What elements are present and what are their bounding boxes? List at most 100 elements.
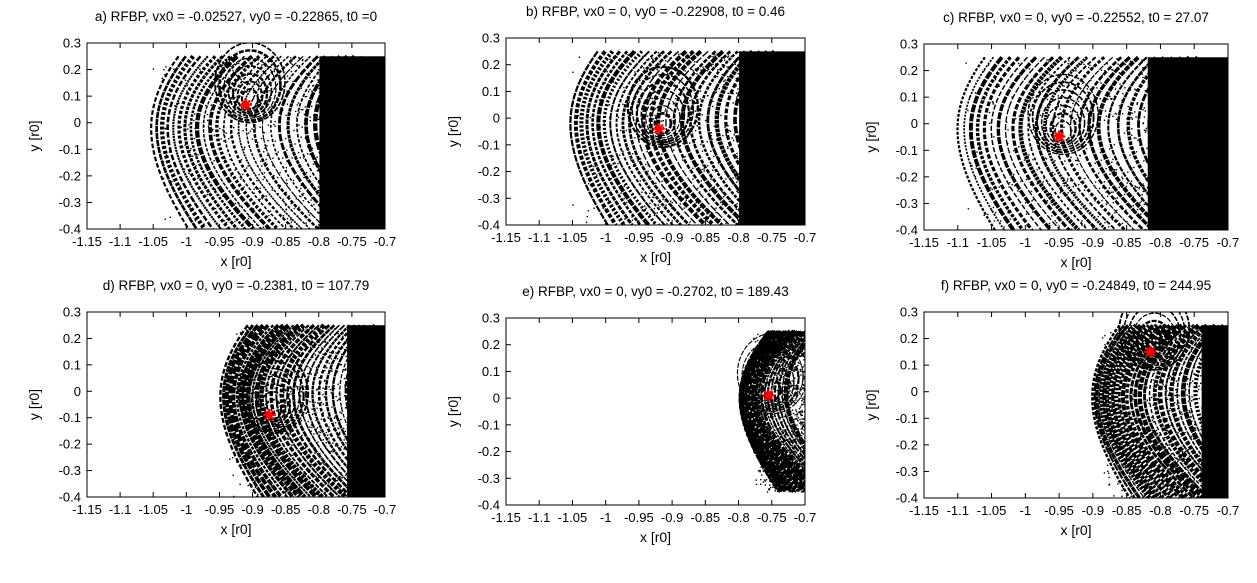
basin-band [982, 56, 1034, 230]
initial-condition-marker [239, 98, 252, 111]
basin-band [155, 55, 198, 229]
x-axis-label: x [r0] [1060, 254, 1091, 270]
basin-band [1180, 323, 1228, 486]
basin-band [697, 50, 764, 225]
basin-band [261, 55, 327, 229]
basin-band [223, 55, 287, 229]
y-tick-label: -0.3 [59, 463, 81, 478]
basin-band [621, 50, 682, 225]
y-tick-label: -0.1 [478, 137, 500, 152]
basin-band [246, 323, 307, 497]
basin-band [1111, 324, 1171, 498]
x-tick-label: -0.75 [337, 234, 367, 249]
y-tick-label: -0.3 [896, 196, 918, 211]
basin-band [172, 55, 222, 229]
spiral-arc [1136, 319, 1173, 363]
basin-band [602, 50, 658, 225]
y-tick-label: 0.1 [900, 90, 918, 105]
y-tick-label: 0.2 [900, 331, 918, 346]
x-tick-label: -1.05 [558, 230, 588, 245]
basin-band [1152, 323, 1220, 498]
y-tick-label: 0.3 [482, 311, 500, 326]
spiral-arc [736, 332, 805, 415]
x-tick-label: -0.85 [271, 502, 301, 517]
basin-band [251, 324, 312, 497]
x-tick-label: -0.95 [1044, 503, 1074, 518]
basin-band [183, 55, 239, 229]
basin-band [279, 323, 348, 497]
x-tick-label: -0.8 [1149, 503, 1171, 518]
panel-title: f) RFBP, vx0 = 0, vy0 = -0.24849, t0 = 2… [941, 278, 1211, 293]
basin-band [990, 56, 1042, 230]
spiral-arc [1123, 312, 1186, 369]
y-tick-label: -0.4 [59, 222, 81, 237]
basin-band [177, 55, 231, 229]
x-tick-label: -0.9 [1082, 503, 1104, 518]
spiral-arc [246, 368, 300, 430]
basin-band [237, 55, 303, 229]
y-tick-label: -0.4 [478, 498, 500, 513]
panel-f: -1.15 -1.1 -1.05 -1 -0.95 -0.9 -0.85 -0.8 -0.75-… [863, 278, 1239, 538]
y-tick-label: 0.2 [482, 57, 500, 72]
basin-band [1147, 56, 1210, 230]
basin-band [714, 49, 781, 225]
spiral-arc [218, 49, 282, 122]
dense-region [319, 56, 385, 229]
basin-band [1157, 55, 1220, 230]
basin-band [231, 323, 283, 497]
basin-band [1078, 56, 1145, 230]
panel-title: b) RFBP, vx0 = 0, vy0 = -0.22908, t0 = 0… [526, 4, 785, 19]
basin-band [1157, 323, 1225, 498]
x-tick-label: -1.15 [491, 230, 521, 245]
x-tick-label: -0.7 [374, 234, 396, 249]
spiral-arc [259, 390, 287, 423]
basin-band [339, 324, 385, 484]
x-axis-label: x [r0] [1060, 522, 1091, 538]
x-tick-label: -1.1 [528, 230, 550, 245]
spiral-arc [645, 97, 681, 139]
basin-region [219, 323, 385, 497]
x-tick-label: -1.15 [909, 235, 939, 250]
panel-title: e) RFBP, vx0 = 0, vy0 = -0.2702, t0 = 18… [522, 284, 789, 299]
basin-band [253, 55, 320, 229]
y-tick-label: -0.2 [896, 169, 918, 184]
y-tick-label: 0.1 [482, 84, 500, 99]
y-tick-label: 0 [911, 116, 918, 131]
spiral-arc [1040, 96, 1086, 149]
spiral-arc [240, 88, 259, 111]
initial-condition-marker [762, 389, 775, 402]
x-tick-label: -0.75 [757, 510, 787, 525]
y-tick-label: -0.3 [59, 195, 81, 210]
plot-frame [86, 311, 386, 498]
initial-condition-marker [1144, 345, 1157, 358]
basin-band [615, 50, 674, 225]
basin-band [224, 324, 271, 497]
x-tick-label: -0.7 [794, 230, 816, 245]
basin-band [781, 338, 805, 452]
initial-condition-marker [652, 122, 665, 135]
basin-band [591, 50, 642, 225]
basin-band [195, 54, 255, 229]
spiral-arc [1049, 112, 1077, 145]
spiral-arc [640, 89, 686, 141]
y-tick-label: 0.3 [482, 31, 500, 46]
x-tick-label: -0.7 [374, 502, 396, 517]
basin-band [641, 49, 707, 225]
spiral-arc [214, 43, 286, 124]
x-tick-label: -0.85 [1112, 235, 1142, 250]
basin-band [1176, 324, 1228, 489]
x-tick-label: -0.75 [1179, 503, 1209, 518]
basin-band [1108, 324, 1166, 498]
panel-title: c) RFBP, vx0 = 0, vy0 = -0.22552, t0 = 2… [943, 10, 1209, 25]
panel-c: -1.15 -1.1 -1.05 -1 -0.95 -0.9 -0.85 -0.8 -0.75-… [863, 10, 1239, 270]
y-tick-label: 0 [493, 111, 500, 126]
initial-condition-marker [1053, 130, 1066, 143]
y-tick-label: 0 [493, 391, 500, 406]
spiral-arc [626, 65, 699, 148]
basin-band [968, 56, 1016, 230]
panel-title: a) RFBP, vx0 = -0.02527, vy0 = -0.22865,… [95, 9, 377, 24]
plot-frame [505, 317, 806, 506]
basin-band [322, 54, 385, 229]
spiral-arc [236, 80, 264, 113]
x-tick-label: -0.9 [1082, 235, 1104, 250]
